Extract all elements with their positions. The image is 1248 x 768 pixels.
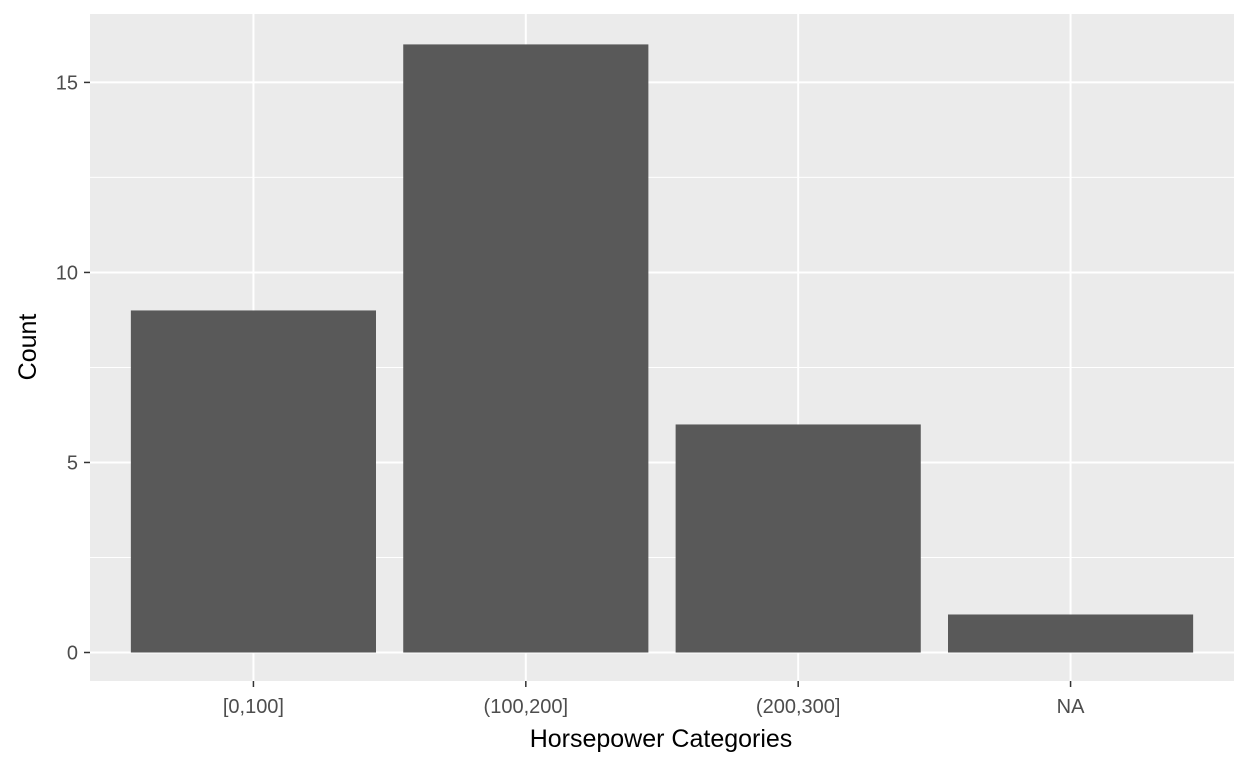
y-tick-label: 5: [67, 452, 78, 474]
x-axis-title: Horsepower Categories: [530, 725, 793, 753]
bar-1: [403, 44, 649, 653]
bar-3: [948, 614, 1194, 653]
y-axis-title: Count: [14, 314, 42, 381]
bar-2: [675, 424, 921, 653]
axis-ticks: 0 5 10 15 [0,100] (100,200] (200,300] NA: [56, 72, 1085, 718]
x-tick-label: (200,300]: [756, 696, 841, 718]
y-tick-label: 10: [56, 262, 78, 284]
bar-0: [130, 310, 376, 653]
x-tick-label: [0,100]: [223, 696, 284, 718]
y-tick-label: 0: [67, 642, 78, 664]
x-tick-label: (100,200]: [484, 696, 569, 718]
y-tick-label: 15: [56, 72, 78, 94]
bars: [130, 44, 1194, 653]
x-tick-label: NA: [1057, 696, 1085, 718]
